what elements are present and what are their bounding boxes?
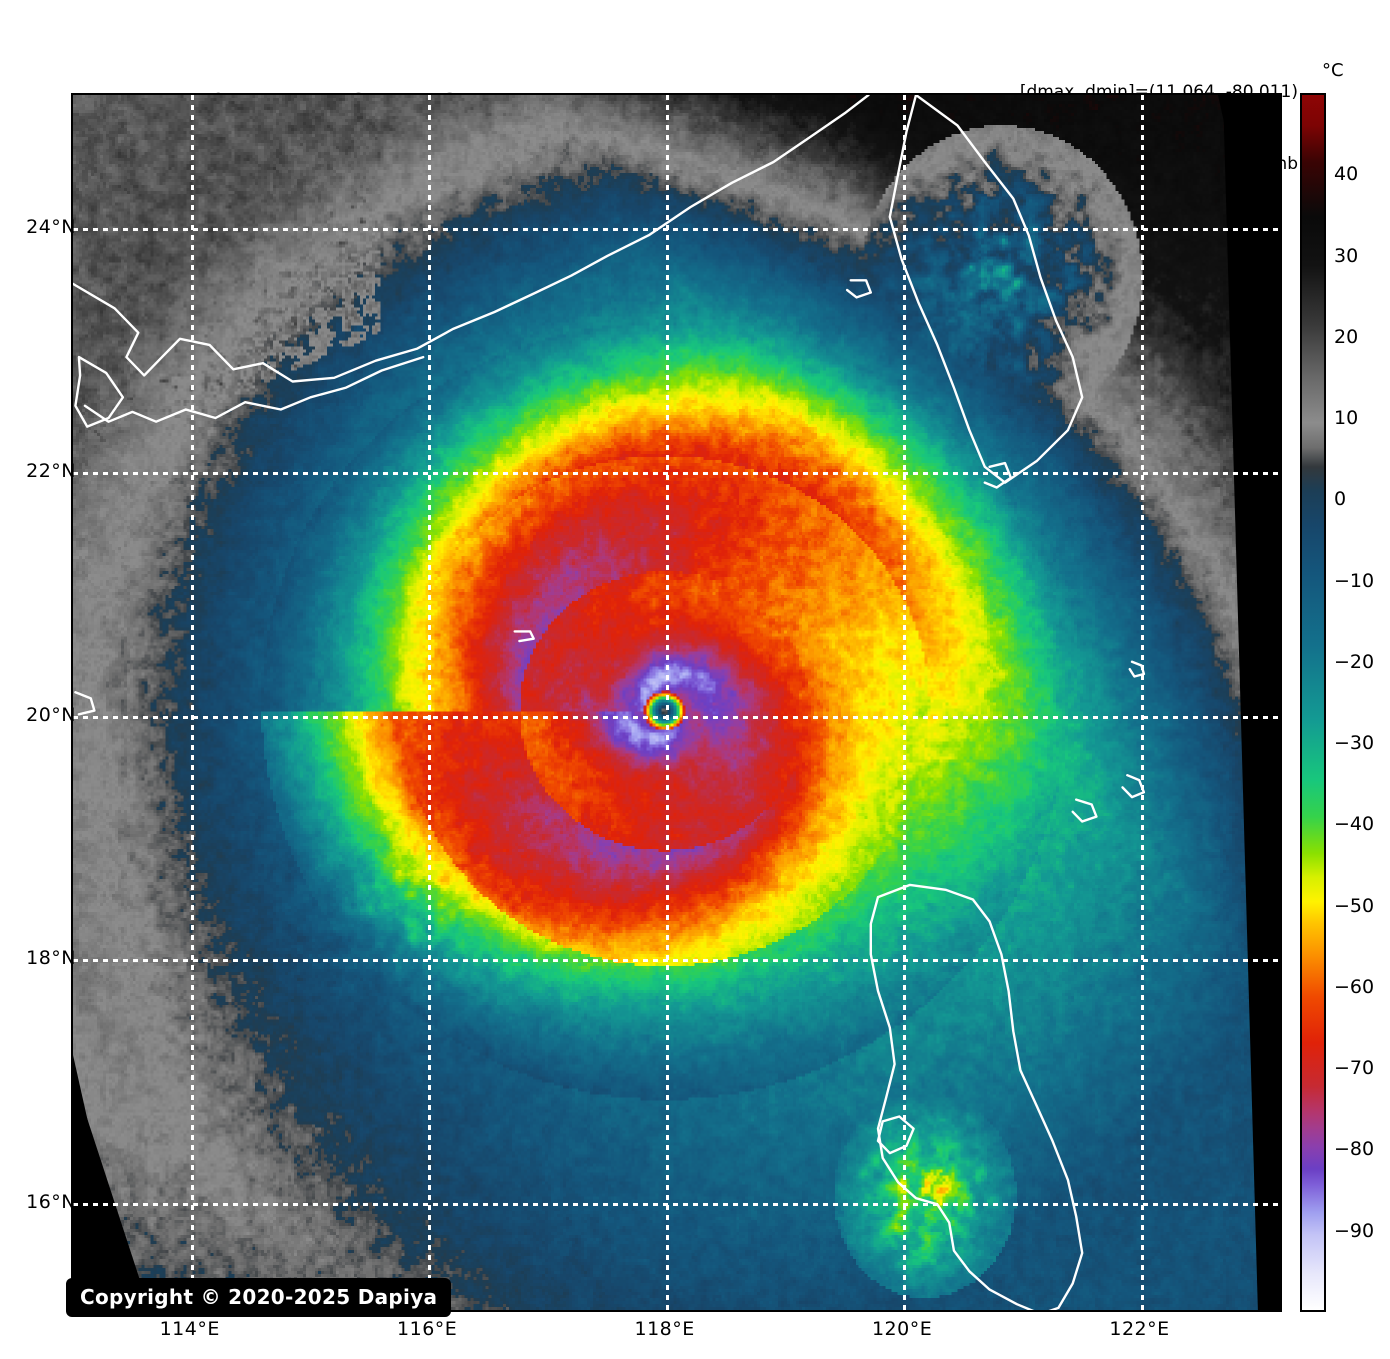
gridline-lat-22 (73, 471, 1280, 475)
gridline-lon-116 (428, 95, 432, 1310)
gridline-lat-18 (73, 959, 1280, 963)
colorbar-tick--80: −80 (1334, 1138, 1375, 1161)
colorbar-tick--50: −50 (1334, 894, 1375, 917)
lat-tick-18: 18°N (26, 947, 76, 970)
gridline-lon-118 (665, 95, 669, 1310)
colorbar-unit-label: °C (1322, 60, 1344, 81)
gridline-lat-20 (73, 715, 1280, 719)
colorbar-tick--20: −20 (1334, 650, 1375, 673)
gridline-lon-120 (903, 95, 907, 1310)
lat-tick-20: 20°N (26, 703, 76, 726)
gridline-lon-122 (1140, 95, 1144, 1310)
colorbar-tick-10: 10 (1334, 407, 1359, 430)
lat-tick-24: 24°N (26, 216, 76, 239)
colorbar-tick--70: −70 (1334, 1057, 1375, 1080)
colorbar-tick-30: 30 (1334, 244, 1359, 267)
temperature-colorbar (1300, 93, 1326, 1312)
ir-brightness-temperature-raster (73, 95, 1280, 1310)
colorbar-tick-0: 0 (1334, 488, 1347, 511)
colorbar-tick--90: −90 (1334, 1219, 1375, 1242)
gridline-lon-114 (190, 95, 194, 1310)
infrared-imagery (73, 95, 1280, 1310)
lon-tick-118: 118°E (634, 1318, 695, 1340)
lon-tick-122: 122°E (1109, 1318, 1170, 1340)
colorbar-tick--60: −60 (1334, 975, 1375, 998)
colorbar-tick--10: −10 (1334, 569, 1375, 592)
lon-tick-120: 120°E (871, 1318, 933, 1340)
lon-tick-114: 114°E (159, 1318, 220, 1340)
colorbar-tick--30: −30 (1334, 732, 1375, 755)
lat-tick-16: 16°N (26, 1191, 76, 1214)
colorbar-tick-20: 20 (1334, 325, 1359, 348)
gridline-lat-16 (73, 1203, 1280, 1207)
colorbar-tick--40: −40 (1334, 813, 1375, 836)
satellite-image-panel (71, 93, 1282, 1312)
lat-tick-22: 22°N (26, 459, 76, 482)
colorbar-tick-40: 40 (1334, 163, 1359, 186)
copyright-watermark: Copyright © 2020-2025 Dapiya (66, 1278, 452, 1317)
lon-tick-116: 116°E (397, 1318, 458, 1340)
gridline-lat-24 (73, 228, 1280, 232)
